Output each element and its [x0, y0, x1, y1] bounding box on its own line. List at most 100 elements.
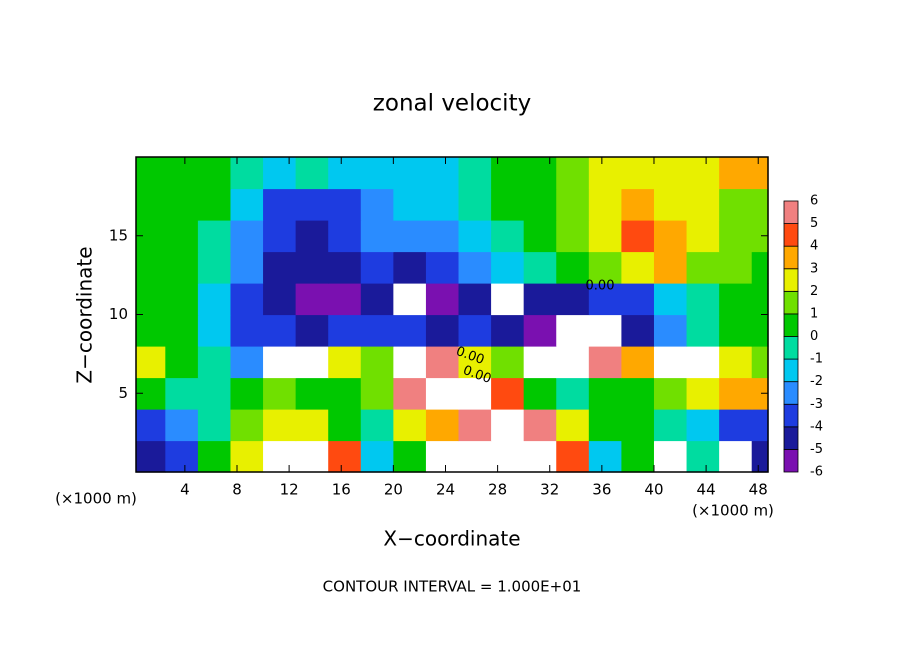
colorbar-segment [783, 449, 799, 473]
heat-cell [653, 251, 688, 284]
heat-cell [458, 157, 492, 190]
heat-cell [197, 157, 232, 190]
heat-cell [393, 409, 427, 442]
x-tick-label: 8 [232, 481, 242, 499]
heat-cell [393, 346, 427, 379]
heat-cell [295, 314, 329, 347]
y-tick-label: 15 [109, 226, 128, 244]
heat-cell [165, 188, 199, 221]
heat-cell [136, 157, 166, 190]
heat-cell [686, 283, 720, 316]
heat-cell [719, 157, 753, 190]
colorbar-segment [783, 223, 799, 247]
heat-cell [230, 377, 264, 410]
heat-cell [165, 251, 199, 284]
heat-cell [165, 283, 199, 316]
heat-cell [295, 157, 329, 190]
heat-cell [360, 409, 394, 442]
x-tick-label: 16 [332, 481, 351, 499]
heat-cell [230, 440, 264, 473]
heat-cell [360, 220, 394, 253]
heat-cell [393, 377, 427, 410]
heat-cell [328, 409, 362, 442]
heat-cell [165, 346, 199, 379]
heat-cell [621, 251, 655, 284]
colorbar-segment [783, 358, 799, 383]
colorbar-segment [783, 313, 799, 337]
heat-cell [425, 440, 460, 473]
heat-cell [328, 188, 362, 221]
heat-cell [751, 188, 769, 221]
heat-cell [556, 157, 590, 190]
heat-cell [425, 409, 460, 442]
heat-cell [263, 283, 297, 316]
heat-cell [165, 377, 199, 410]
heat-cell [556, 251, 590, 284]
heat-cell [360, 283, 394, 316]
heat-cell [328, 283, 362, 316]
heat-cell [263, 251, 297, 284]
heat-cell [686, 377, 720, 410]
heat-cell [653, 220, 688, 253]
heat-cell [556, 377, 590, 410]
contour-label: 0.00 [586, 279, 615, 294]
heat-cell [556, 409, 590, 442]
heat-cell [197, 314, 232, 347]
heat-cell [458, 251, 492, 284]
heat-cell [719, 251, 753, 284]
x-tick-label: 48 [749, 481, 768, 499]
colorbar-segment [783, 268, 799, 292]
heat-cell [686, 314, 720, 347]
heat-cell [136, 409, 166, 442]
heat-cell [719, 188, 753, 221]
colorbar-label: 0 [810, 329, 818, 344]
heat-cell [263, 220, 297, 253]
heat-cell [588, 157, 623, 190]
heat-cell [230, 346, 264, 379]
heat-cell [491, 283, 525, 316]
heat-cell [360, 346, 394, 379]
heat-cell [686, 188, 720, 221]
heat-cell [295, 346, 329, 379]
heat-cell [360, 377, 394, 410]
heat-cell [719, 220, 753, 253]
heat-cell [588, 188, 623, 221]
heat-cell [458, 346, 492, 379]
heat-cell [295, 440, 329, 473]
heat-cell [588, 377, 623, 410]
heat-cell [556, 314, 590, 347]
heat-cell [458, 314, 492, 347]
heat-cell [230, 409, 264, 442]
heat-cell [165, 440, 199, 473]
heat-cell [523, 157, 557, 190]
colorbar-label: -4 [810, 419, 823, 434]
heat-cell [263, 440, 297, 473]
heat-cell [458, 377, 492, 410]
heat-cell [263, 377, 297, 410]
colorbar-segment [783, 290, 799, 315]
heat-cell [719, 346, 753, 379]
heat-cell [136, 346, 166, 379]
heat-cell [230, 283, 264, 316]
heat-cell [425, 377, 460, 410]
heat-cell [425, 188, 460, 221]
heat-cell [588, 314, 623, 347]
heat-cell [136, 251, 166, 284]
heat-cell [719, 377, 753, 410]
heat-cell [653, 188, 688, 221]
x-axis-label: X−coordinate [383, 527, 520, 551]
heat-cell [653, 283, 688, 316]
heat-cell [230, 220, 264, 253]
heat-cell [491, 409, 525, 442]
heat-cell [621, 188, 655, 221]
heat-cell [686, 409, 720, 442]
heat-cell [719, 314, 753, 347]
heat-cell [491, 220, 525, 253]
heat-cell [425, 283, 460, 316]
heat-cell [621, 409, 655, 442]
x-unit: (×1000 m) [692, 502, 774, 520]
heat-cell [556, 283, 590, 316]
heat-cell [197, 188, 232, 221]
heat-cell [328, 157, 362, 190]
heat-cell [621, 220, 655, 253]
